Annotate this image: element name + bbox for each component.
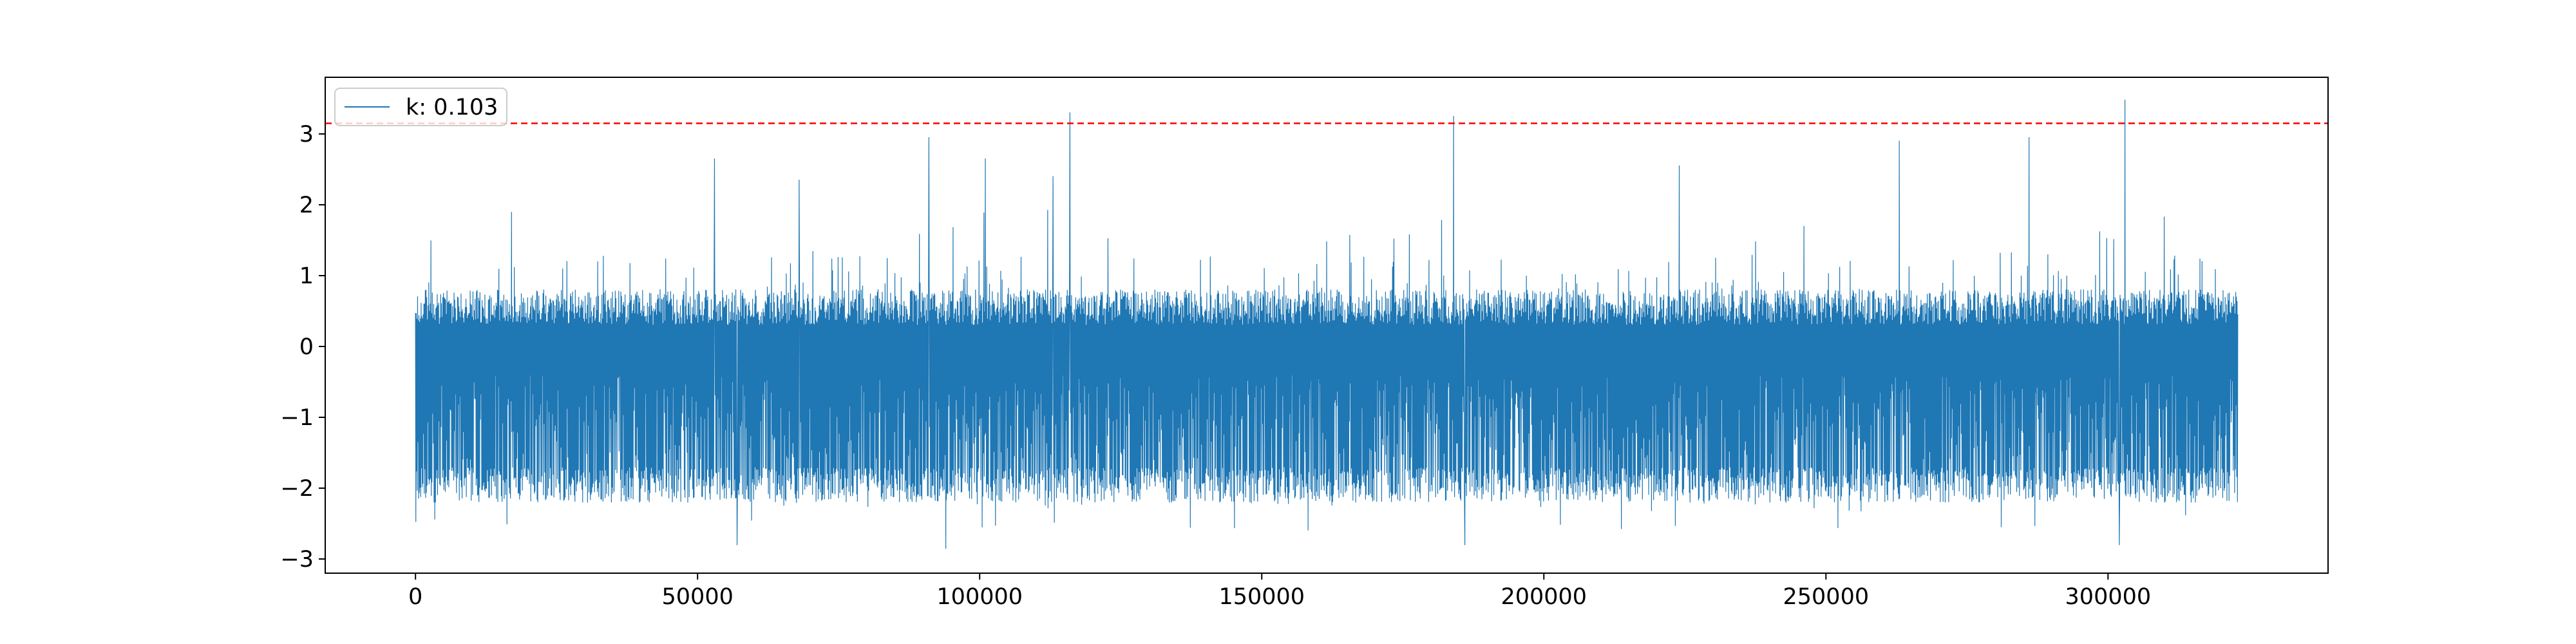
y-tick-label: 2 [299, 193, 314, 218]
y-tick-label: 1 [299, 263, 314, 289]
y-tick-label: −1 [280, 405, 314, 431]
legend: k: 0.103 [334, 88, 507, 126]
x-tick-label: 200000 [1501, 584, 1587, 610]
y-tick-label: −2 [280, 476, 314, 502]
x-tick-label: 150000 [1218, 584, 1305, 610]
y-tick-label: −3 [280, 547, 314, 573]
legend-box [334, 88, 507, 126]
x-tick-label: 0 [408, 584, 422, 610]
x-axis: 0 50000 100000 150000 200000 250000 300000 [408, 573, 2151, 610]
x-tick-label: 100000 [936, 584, 1023, 610]
y-tick-label: 3 [299, 122, 314, 147]
series-line [415, 99, 2239, 549]
y-axis: −3 −2 −1 0 1 2 3 [280, 122, 325, 573]
legend-label: k: 0.103 [406, 95, 498, 120]
plot-area [325, 99, 2328, 549]
plot-frame [325, 77, 2329, 574]
y-tick-label: 0 [299, 334, 314, 360]
x-tick-label: 300000 [2065, 584, 2152, 610]
x-tick-label: 50000 [662, 584, 734, 610]
x-tick-label: 250000 [1783, 584, 1870, 610]
